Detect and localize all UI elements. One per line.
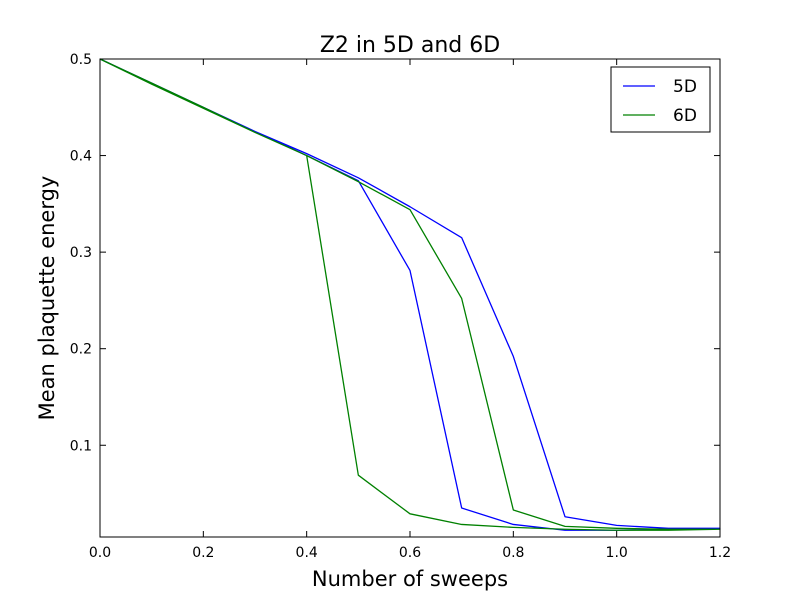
y-tick-label: 0.4 (70, 149, 92, 165)
legend-box (610, 66, 711, 133)
y-tick-label: 0.2 (70, 342, 92, 358)
y-axis-label: Mean plaquette energy (35, 176, 59, 421)
x-tick-label: 0.0 (89, 545, 111, 561)
x-tick-label: 0.6 (399, 545, 421, 561)
x-tick-label: 0.2 (192, 545, 214, 561)
x-axis-label: Number of sweeps (312, 567, 508, 591)
legend-label-6d: 6D (673, 106, 697, 126)
x-tick-label: 0.4 (296, 545, 318, 561)
x-tick-label: 1.2 (709, 545, 731, 561)
tick-layer: 0.0 0.2 0.4 0.6 0.8 1.0 1.2 0.1 0.2 0.3 0.4 0.5 (70, 52, 731, 561)
y-tick-label: 0.5 (70, 52, 92, 68)
y-tick-label: 0.1 (70, 438, 92, 454)
chart-title: Z2 in 5D and 6D (320, 33, 500, 58)
y-tick-label: 0.3 (70, 245, 92, 261)
legend-label-5d: 5D (673, 77, 697, 97)
x-tick-label: 0.8 (502, 545, 524, 561)
x-tick-label: 1.0 (606, 545, 628, 561)
